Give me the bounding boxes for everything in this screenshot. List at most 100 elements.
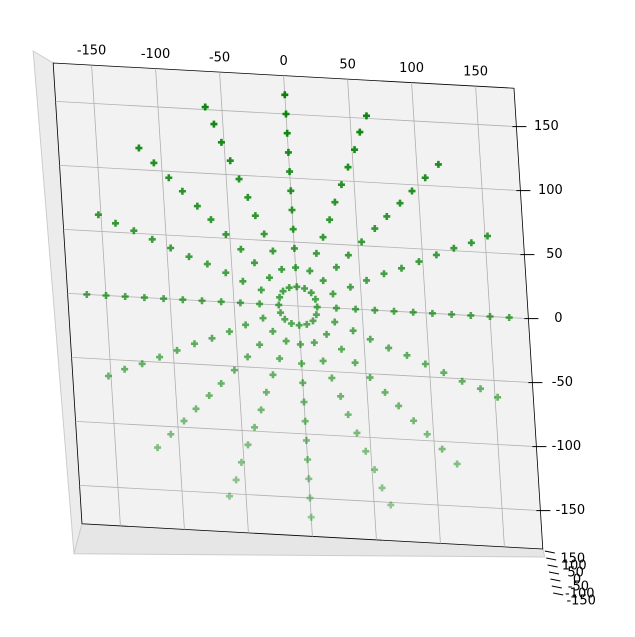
z-tick-mark <box>547 564 558 568</box>
point <box>150 159 158 167</box>
point <box>244 353 252 361</box>
z-tick-mark <box>546 557 557 561</box>
point <box>251 423 259 431</box>
point <box>290 244 298 252</box>
point <box>312 311 320 319</box>
point <box>453 460 461 468</box>
point <box>225 328 233 336</box>
point <box>282 110 290 118</box>
point <box>205 392 213 400</box>
point <box>236 299 244 307</box>
y-tick-label: 150 <box>534 119 559 134</box>
point <box>121 293 129 301</box>
point <box>380 270 388 278</box>
point <box>277 309 285 317</box>
point <box>276 293 284 301</box>
point <box>344 411 352 419</box>
point <box>208 334 216 342</box>
point <box>409 308 417 316</box>
point <box>312 249 320 257</box>
point <box>296 340 304 348</box>
point <box>156 353 164 361</box>
point <box>366 374 374 382</box>
point <box>423 430 431 438</box>
point <box>207 216 215 224</box>
point <box>285 284 293 292</box>
point <box>154 444 162 452</box>
point <box>173 346 181 354</box>
y-grid-line <box>75 421 537 447</box>
point <box>358 238 366 246</box>
point <box>198 297 206 305</box>
point <box>282 337 290 345</box>
point <box>292 264 300 272</box>
point <box>396 199 404 207</box>
point <box>251 212 259 220</box>
point <box>486 313 494 320</box>
point <box>135 144 143 152</box>
point <box>362 447 370 455</box>
point <box>378 484 386 492</box>
point <box>244 441 252 449</box>
point <box>337 392 345 400</box>
point <box>403 351 411 359</box>
y-grid-line <box>63 229 525 255</box>
y-tick-label: 100 <box>538 183 563 198</box>
point <box>349 327 357 335</box>
point <box>306 267 314 275</box>
y-tick-label: 50 <box>546 247 563 262</box>
point <box>458 377 466 385</box>
point <box>337 181 345 189</box>
point <box>160 295 168 303</box>
point <box>281 91 289 99</box>
point <box>329 290 337 298</box>
point <box>319 357 327 365</box>
point <box>94 211 102 219</box>
point <box>217 138 225 146</box>
point <box>121 365 129 373</box>
point <box>288 206 296 214</box>
x-tick-label: 100 <box>399 61 424 76</box>
point <box>305 475 313 483</box>
point <box>201 103 209 111</box>
point <box>250 259 258 267</box>
point <box>269 327 277 335</box>
point <box>190 340 198 348</box>
point <box>309 317 317 325</box>
point <box>323 330 331 338</box>
point <box>217 298 225 306</box>
z-tick-label: -50 <box>568 580 589 595</box>
point <box>467 239 475 247</box>
point <box>279 287 287 295</box>
point <box>421 174 429 182</box>
point <box>193 202 201 210</box>
y-grid-line <box>59 165 521 191</box>
point <box>281 315 289 323</box>
point <box>448 310 456 318</box>
point <box>311 295 319 303</box>
point <box>278 265 286 273</box>
point <box>237 458 245 466</box>
z-tick-mark <box>553 592 564 596</box>
point <box>371 225 379 233</box>
point <box>275 301 283 309</box>
point <box>301 417 309 425</box>
point <box>310 339 318 347</box>
point <box>257 406 265 414</box>
point <box>319 233 327 241</box>
point <box>83 290 91 298</box>
point <box>467 311 475 319</box>
point <box>138 360 146 368</box>
y-tick-label: -50 <box>552 375 573 390</box>
point <box>210 120 218 128</box>
x-tick-label: -100 <box>141 47 171 62</box>
x-tick-label: -150 <box>77 44 107 59</box>
point <box>265 274 273 282</box>
point <box>293 283 301 291</box>
point <box>276 355 284 363</box>
point <box>239 277 247 285</box>
point <box>494 393 502 401</box>
point <box>415 258 423 266</box>
y-grid-line <box>79 485 541 511</box>
